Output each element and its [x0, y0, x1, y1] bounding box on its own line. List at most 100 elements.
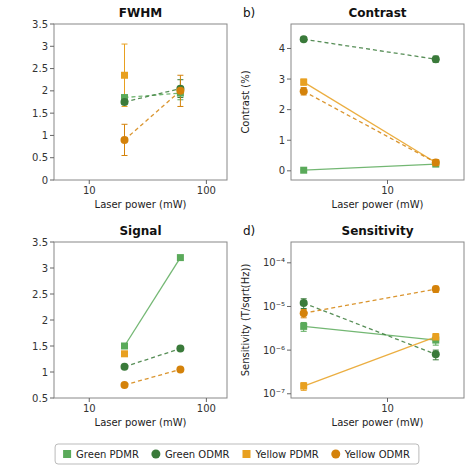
y-tick-label: 1.5 — [32, 341, 48, 352]
data-point — [300, 383, 307, 390]
series-line — [125, 258, 181, 346]
x-tick — [89, 180, 90, 184]
y-tick — [50, 242, 54, 243]
data-point — [432, 333, 439, 340]
data-point — [300, 35, 308, 43]
error-bar — [177, 75, 183, 106]
y-tick-label: 0.5 — [32, 152, 48, 163]
y-tick-label: 3 — [42, 263, 48, 274]
error-bar — [301, 322, 307, 331]
x-tick — [387, 180, 388, 184]
y-tick-label: 0 — [42, 175, 48, 186]
y-tick-label: 1.5 — [32, 108, 48, 119]
y-tick — [287, 48, 291, 49]
series-line — [125, 91, 181, 140]
series-line — [304, 303, 436, 354]
y-tick — [50, 46, 54, 47]
series-line — [304, 337, 436, 386]
data-point — [121, 350, 128, 357]
series-line — [304, 91, 436, 162]
y-tick-label: 2.5 — [32, 63, 48, 74]
y-tick — [50, 24, 54, 25]
error-bar — [301, 299, 307, 309]
error-bar — [301, 79, 307, 85]
x-tick — [206, 180, 207, 184]
panel-title: Sensitivity — [342, 224, 414, 238]
data-point — [432, 55, 440, 63]
y-axis-label: Sensitivity (T/sqrt(Hz)) — [240, 264, 251, 377]
legend-box — [55, 444, 419, 464]
y-tick-label: 0.5 — [32, 393, 48, 404]
y-tick — [287, 170, 291, 171]
x-tick-label: 10 — [381, 403, 394, 414]
y-tick — [287, 140, 291, 141]
data-point — [121, 98, 129, 106]
error-bar — [122, 44, 128, 106]
data-point — [121, 363, 129, 371]
y-tick — [287, 262, 291, 263]
plot-frame — [54, 242, 227, 398]
series-line — [304, 289, 436, 313]
plot-area — [121, 254, 185, 389]
y-tick — [50, 294, 54, 295]
data-point — [176, 345, 184, 353]
y-tick — [50, 268, 54, 269]
data-point — [432, 285, 440, 293]
y-tick — [50, 372, 54, 373]
data-point — [300, 167, 307, 174]
series-line — [304, 82, 436, 162]
y-tick — [287, 109, 291, 110]
legend-label: Yellow ODMR — [344, 449, 410, 460]
data-point — [121, 72, 128, 79]
y-tick-label: 3 — [42, 41, 48, 52]
x-tick — [387, 398, 388, 402]
y-tick-label: 10⁻⁷ — [263, 388, 285, 399]
legend-marker — [331, 450, 340, 459]
error-bar — [301, 88, 307, 95]
series-line — [125, 89, 181, 102]
panel: 1010000.511.522.533.5Laser power (mW)FWH… — [32, 6, 227, 210]
panel-title: Contrast — [348, 6, 406, 20]
panel-title: Signal — [119, 224, 161, 238]
y-tick-label: 10⁻⁵ — [263, 301, 285, 312]
y-axis-label: Contrast (%) — [240, 70, 251, 133]
data-point — [121, 343, 128, 350]
data-point — [300, 323, 307, 330]
legend-label: Yellow PDMR — [254, 449, 318, 460]
error-bar — [433, 56, 439, 62]
legend: Green PDMRGreen ODMRYellow PDMRYellow OD… — [55, 444, 419, 464]
legend-marker — [63, 450, 71, 458]
y-tick-label: 10⁻⁴ — [263, 257, 285, 268]
y-tick-label: 4 — [279, 43, 285, 54]
panel: 1001234Laser power (mW)Contrast (%)Contr… — [240, 6, 464, 210]
panel-label: d) — [243, 224, 255, 238]
y-tick — [50, 90, 54, 91]
plot-area — [121, 44, 185, 155]
panel-title: FWHM — [119, 6, 162, 20]
y-tick-label: 1 — [42, 367, 48, 378]
x-tick-label: 10 — [381, 185, 394, 196]
x-axis-label: Laser power (mW) — [332, 199, 424, 210]
plot-frame — [291, 242, 464, 398]
series-line — [125, 369, 181, 385]
legend-marker — [242, 450, 250, 458]
x-tick — [206, 398, 207, 402]
error-bar — [433, 350, 439, 360]
y-tick — [50, 320, 54, 321]
y-tick — [50, 180, 54, 181]
y-tick-label: 2 — [279, 104, 285, 115]
data-point — [432, 350, 440, 358]
data-point — [300, 299, 308, 307]
legend-marker — [151, 450, 160, 459]
plot-area — [300, 285, 440, 390]
y-tick — [50, 68, 54, 69]
x-axis-label: Laser power (mW) — [332, 417, 424, 428]
data-point — [121, 136, 129, 144]
y-tick-label: 1 — [279, 135, 285, 146]
series-line — [304, 164, 436, 170]
y-tick-label: 3.5 — [32, 237, 48, 248]
data-point — [176, 365, 184, 373]
plot-frame — [291, 24, 464, 180]
data-point — [176, 87, 184, 95]
x-axis-label: Laser power (mW) — [95, 199, 187, 210]
